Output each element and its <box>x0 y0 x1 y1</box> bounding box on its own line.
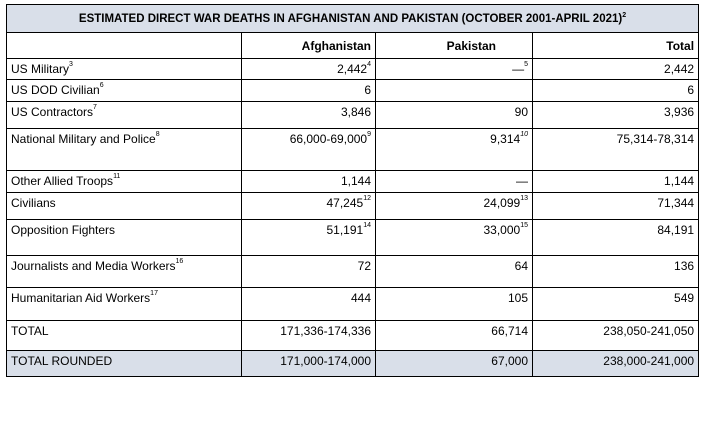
column-header-row: Afghanistan Pakistan Total <box>6 32 700 59</box>
footnote-marker: 14 <box>363 222 371 229</box>
pakistan-cell: —5 <box>375 58 533 80</box>
total-cell: 136 <box>531 255 700 288</box>
pakistan-cell: 67,000 <box>375 350 533 377</box>
table-row: Opposition Fighters 51,19114 33,00015 84,19… <box>6 219 700 256</box>
footnote-marker: 4 <box>367 61 371 68</box>
footnote-marker: 13 <box>520 195 528 202</box>
row-label: TOTAL ROUNDED <box>6 350 242 377</box>
row-label: US DOD Civilian6 <box>6 79 242 102</box>
footnote-marker: 9 <box>367 131 371 138</box>
afghanistan-cell: 171,000-174,000 <box>241 350 376 377</box>
table-row: Civilians 47,24512 24,09913 71,344 <box>6 192 700 220</box>
afghanistan-cell: 72 <box>241 255 376 288</box>
table-row: Humanitarian Aid Workers17 444 105 549 <box>6 287 700 321</box>
table-title: ESTIMATED DIRECT WAR DEATHS IN AFGHANIST… <box>5 4 700 33</box>
row-label: National Military and Police8 <box>6 128 242 171</box>
afghanistan-cell: 2,4424 <box>241 58 376 80</box>
total-cell: 1,144 <box>531 170 700 193</box>
row-label: US Military3 <box>6 58 242 80</box>
footnote-marker: 6 <box>99 82 104 89</box>
row-label: Humanitarian Aid Workers17 <box>6 287 242 321</box>
total-cell: 2,442 <box>531 58 700 80</box>
afghanistan-cell: 1,144 <box>241 170 376 193</box>
footnote-marker: 16 <box>175 258 184 265</box>
footnote-marker: 5 <box>524 61 528 68</box>
row-label: TOTAL <box>6 320 242 351</box>
pakistan-cell: 105 <box>375 287 533 321</box>
row-label: Journalists and Media Workers16 <box>6 255 242 288</box>
table-row: US Contractors7 3,846 90 3,936 <box>6 101 700 129</box>
afghanistan-cell: 47,24512 <box>241 192 376 220</box>
header-afghanistan: Afghanistan <box>241 32 376 59</box>
pakistan-cell: 33,00015 <box>375 219 533 256</box>
afghanistan-cell: 51,19114 <box>241 219 376 256</box>
afghanistan-cell: 6 <box>241 79 376 102</box>
table-row: US Military3 2,4424 —5 2,442 <box>6 58 700 80</box>
total-cell: 71,344 <box>531 192 700 220</box>
footnote-marker: 17 <box>150 290 158 297</box>
pakistan-cell <box>375 79 533 102</box>
pakistan-cell: 66,714 <box>375 320 533 351</box>
pakistan-cell: 90 <box>375 101 533 129</box>
table-row: National Military and Police8 66,000-69,0… <box>6 128 700 171</box>
afghanistan-cell: 3,846 <box>241 101 376 129</box>
pakistan-cell: 64 <box>375 255 533 288</box>
pakistan-cell: 24,09913 <box>375 192 533 220</box>
footnote-marker: 12 <box>363 195 371 202</box>
footnote-marker: 3 <box>69 61 73 68</box>
total-cell: 549 <box>531 287 700 321</box>
afghanistan-cell: 171,336-174,336 <box>241 320 376 351</box>
table-row: Other Allied Troops11 1,144—1,144 <box>6 170 700 193</box>
total-cell: 6 <box>531 79 700 102</box>
total-cell: 238,050-241,050 <box>531 320 700 351</box>
total-cell: 238,000-241,000 <box>531 350 700 377</box>
total-cell: 3,936 <box>531 101 700 129</box>
pakistan-cell: 9,31410 <box>375 128 533 171</box>
table-row: Journalists and Media Workers16 72 64 136 <box>6 255 700 288</box>
afghanistan-cell: 444 <box>241 287 376 321</box>
total-cell: 75,314-78,314 <box>531 128 700 171</box>
header-total: Total <box>531 32 700 59</box>
footnote-marker: 11 <box>113 173 121 180</box>
row-label: Civilians <box>6 192 242 220</box>
afghanistan-cell: 66,000-69,0009 <box>241 128 376 171</box>
table-row: TOTAL 171,336-174,336 66,714 238,050-241,05… <box>6 320 700 351</box>
row-label: Opposition Fighters <box>6 219 242 256</box>
row-label: US Contractors7 <box>6 101 242 129</box>
table-row: TOTAL ROUNDED 171,000-174,000 67,000 238,00… <box>6 350 700 377</box>
footnote-marker: 10 <box>520 131 528 138</box>
title-footnote: 2 <box>622 11 627 19</box>
row-label: Other Allied Troops11 <box>6 170 242 193</box>
header-pakistan: Pakistan <box>375 32 533 59</box>
total-cell: 84,191 <box>531 219 700 256</box>
footnote-marker: 15 <box>520 222 528 229</box>
war-deaths-table: ESTIMATED DIRECT WAR DEATHS IN AFGHANIST… <box>5 4 700 377</box>
footnote-marker: 7 <box>93 104 97 111</box>
header-blank <box>6 32 242 59</box>
table-title-row: ESTIMATED DIRECT WAR DEATHS IN AFGHANIST… <box>5 4 700 33</box>
footnote-marker: 8 <box>155 131 160 138</box>
table-row: US DOD Civilian6 6 6 <box>6 79 700 102</box>
pakistan-cell: — <box>375 170 533 193</box>
